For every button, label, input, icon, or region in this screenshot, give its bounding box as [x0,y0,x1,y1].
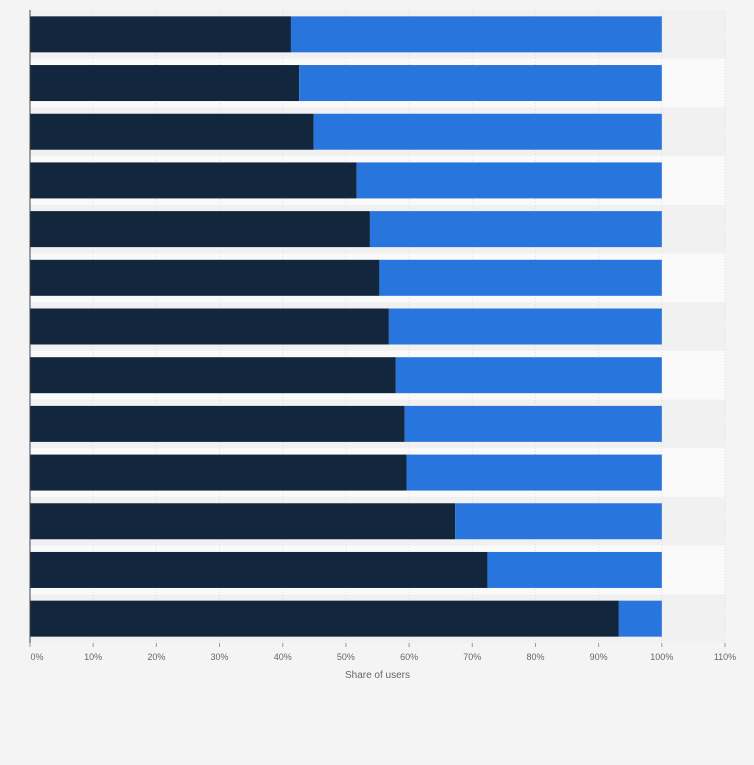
x-axis-label: Share of users [345,670,410,681]
bar-segment-series-2 [369,211,662,248]
bars [30,16,662,637]
x-tick-label: 0% [30,652,43,662]
bar-segment-series-1 [30,259,380,296]
bar-segment-series-2 [356,162,662,199]
bar-segment-series-1 [30,600,619,637]
bar-segment-series-1 [30,162,357,199]
x-tick-label: 90% [590,652,608,662]
bar-segment-series-1 [30,454,407,491]
x-tick-label: 100% [650,652,673,662]
x-tick-label: 20% [147,652,165,662]
bar-segment-series-1 [30,503,456,540]
bar-segment-series-2 [487,551,662,588]
bar-segment-series-2 [404,405,662,442]
bar-segment-series-2 [395,357,662,394]
bar-segment-series-2 [299,65,662,102]
bar-segment-series-1 [30,211,370,248]
bar-segment-series-1 [30,65,300,102]
bar-segment-series-1 [30,16,291,53]
bar-segment-series-1 [30,357,396,394]
x-tick-label: 30% [211,652,229,662]
bar-segment-series-2 [406,454,662,491]
bar-segment-series-1 [30,405,405,442]
bar-segment-series-1 [30,551,488,588]
bar-segment-series-1 [30,308,389,345]
x-tick-label: 80% [526,652,544,662]
bar-segment-series-2 [379,259,662,296]
x-tick-label: 110% [714,652,736,662]
x-tick-label: 10% [84,652,102,662]
x-tick-label: 40% [274,652,292,662]
bar-segment-series-2 [618,600,662,637]
x-axis-ticks: 0% 10% 20% 30% 40% 50% 60% 70% 80% 90% 100% 110% [29,643,736,662]
x-tick-label: 70% [463,652,481,662]
bar-segment-series-1 [30,113,314,150]
x-tick-label: 50% [337,652,355,662]
bar-segment-series-2 [455,503,662,540]
x-tick-label: 60% [400,652,418,662]
bar-segment-series-2 [290,16,662,53]
bar-segment-series-2 [313,113,662,150]
bar-segment-series-2 [388,308,662,345]
